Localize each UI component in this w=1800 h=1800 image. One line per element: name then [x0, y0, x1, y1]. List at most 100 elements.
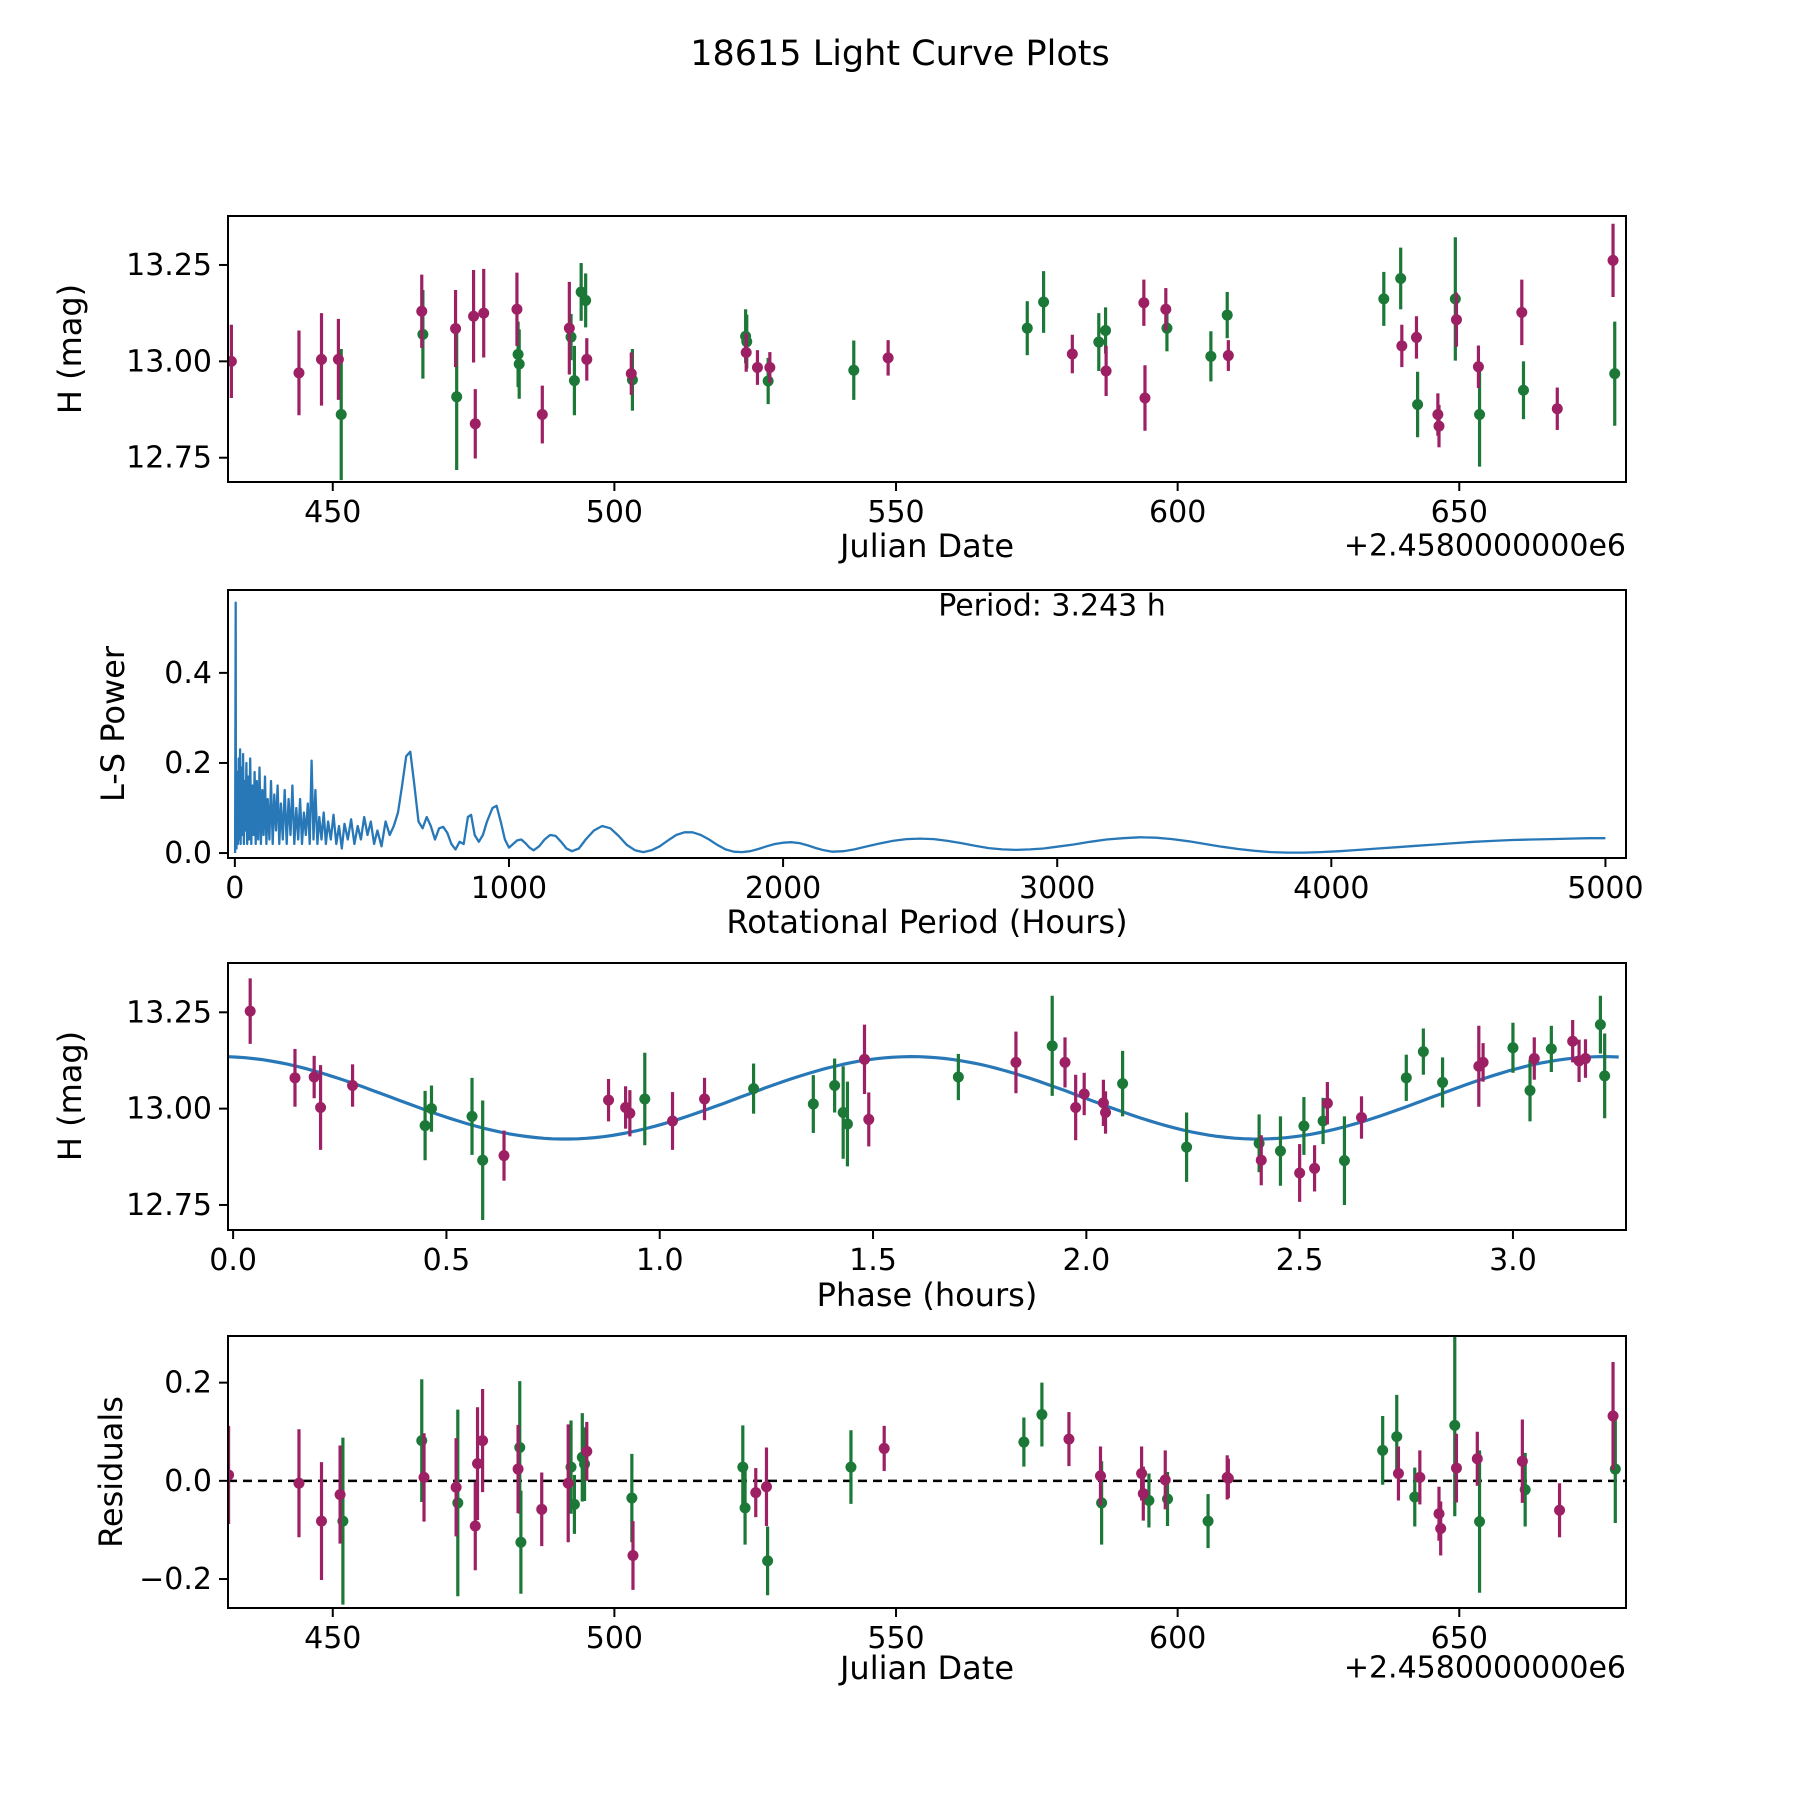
data-point	[626, 1492, 638, 1504]
data-point	[1517, 384, 1529, 396]
data-point	[1599, 1070, 1611, 1082]
y-tick-label: 12.75	[126, 1188, 212, 1223]
data-point	[1205, 350, 1217, 362]
data-point	[1524, 1085, 1536, 1097]
data-point	[1097, 1097, 1109, 1109]
data-point	[416, 305, 428, 317]
jd-lightcurve-content	[228, 223, 1621, 481]
data-point	[1093, 336, 1105, 348]
data-point	[1551, 403, 1563, 415]
data-point	[1391, 1431, 1403, 1443]
data-point	[289, 1072, 301, 1084]
x-tick-label: 2.0	[1062, 1243, 1110, 1278]
data-point	[737, 1461, 749, 1473]
data-point	[1298, 1120, 1310, 1132]
data-point	[1395, 272, 1407, 284]
data-point	[1309, 1162, 1321, 1174]
x-tick-label: 600	[1149, 1621, 1206, 1656]
data-point	[536, 1503, 548, 1515]
data-point	[1021, 322, 1033, 334]
data-point	[568, 375, 580, 387]
data-point	[512, 1463, 524, 1475]
data-point	[228, 1469, 235, 1481]
data-point	[1139, 392, 1151, 404]
x-tick-label: 550	[867, 495, 924, 530]
data-point	[1377, 1444, 1389, 1456]
data-point	[1221, 309, 1233, 321]
x-tick-label: 450	[304, 1621, 361, 1656]
data-point	[1338, 1155, 1350, 1167]
data-point	[1400, 1072, 1412, 1084]
data-point	[1253, 1137, 1265, 1149]
periodogram-ylabel: L-S Power	[94, 645, 132, 803]
data-point	[1356, 1111, 1368, 1123]
data-point	[1038, 296, 1050, 308]
y-tick-label: 0.2	[164, 1366, 212, 1401]
x-tick-label: 1.0	[636, 1243, 684, 1278]
data-point	[1471, 1453, 1483, 1465]
data-point	[513, 358, 525, 370]
data-point	[764, 362, 776, 374]
data-point	[477, 1154, 489, 1166]
data-point	[1159, 1474, 1171, 1486]
data-point	[1474, 409, 1486, 421]
data-point	[468, 310, 480, 322]
data-point	[1378, 293, 1390, 305]
data-point	[1100, 365, 1112, 377]
data-point	[469, 418, 481, 430]
data-point	[1554, 1504, 1566, 1516]
jd-lightcurve-ylabel: H (mag)	[51, 283, 89, 415]
sinusoid-fit-curve	[228, 1054, 1619, 1141]
residuals-ylabel: Residuals	[92, 1396, 130, 1548]
data-point	[603, 1094, 615, 1106]
y-tick-label: 0.0	[164, 836, 212, 871]
data-point	[452, 1497, 464, 1509]
data-point	[1294, 1167, 1306, 1179]
data-point	[863, 1113, 875, 1125]
data-point	[308, 1071, 320, 1083]
data-point	[1472, 361, 1484, 373]
x-tick-label: 0.5	[423, 1243, 471, 1278]
residuals-offset-text: +2.4580000000e6	[1343, 1650, 1626, 1686]
data-point	[1435, 1522, 1447, 1534]
x-tick-label: 1.5	[849, 1243, 897, 1278]
data-point	[466, 1110, 478, 1122]
data-point	[425, 1103, 437, 1115]
data-point	[740, 346, 752, 358]
data-point	[627, 1549, 639, 1561]
data-point	[624, 1107, 636, 1119]
data-point	[1222, 350, 1234, 362]
y-tick-label: 13.00	[126, 1092, 212, 1127]
data-point	[293, 1477, 305, 1489]
data-point	[762, 1555, 774, 1567]
data-point	[347, 1080, 359, 1092]
data-point	[1274, 1145, 1286, 1157]
data-point	[1409, 1491, 1421, 1503]
data-point	[1450, 314, 1462, 326]
data-point	[1066, 348, 1078, 360]
phase-folded-xlabel: Phase (hours)	[816, 1276, 1038, 1314]
x-tick-label: 600	[1149, 495, 1206, 530]
x-tick-label: 500	[586, 1621, 643, 1656]
data-point	[514, 1441, 526, 1453]
data-point	[1417, 1046, 1429, 1058]
data-point	[244, 1005, 256, 1017]
data-point	[748, 1083, 760, 1095]
data-point	[739, 1502, 751, 1514]
data-point	[841, 1118, 853, 1130]
data-point	[1567, 1035, 1579, 1047]
data-point	[1392, 1467, 1404, 1479]
data-point	[1437, 1076, 1449, 1088]
periodogram-frame	[227, 589, 1627, 859]
data-point	[1474, 1516, 1486, 1528]
data-point	[315, 1101, 327, 1113]
x-tick-label: 0	[225, 871, 244, 906]
data-point	[1410, 331, 1422, 343]
period-annotation: Period: 3.243 h	[938, 588, 1166, 624]
data-point	[1450, 1462, 1462, 1474]
data-point	[1117, 1078, 1129, 1090]
data-point	[472, 1458, 484, 1470]
data-point	[1059, 1056, 1071, 1068]
data-point	[1477, 1056, 1489, 1068]
